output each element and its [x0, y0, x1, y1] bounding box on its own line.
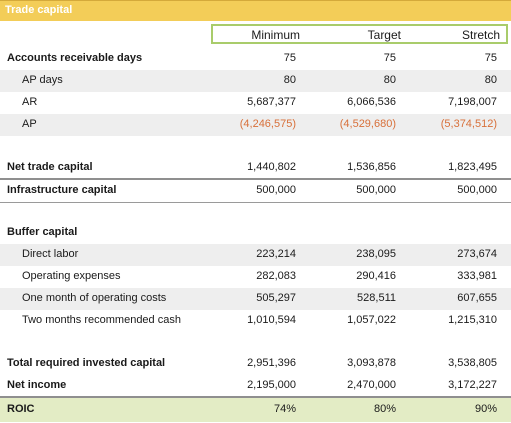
cell-stretch: 3,172,227 [448, 379, 497, 391]
cell-minimum: 1,440,802 [247, 161, 296, 173]
cell-minimum: 5,687,377 [247, 96, 296, 108]
section-divider [0, 396, 511, 398]
cell-stretch: 273,674 [457, 248, 497, 260]
table-row: Buffer capital [0, 222, 511, 244]
table-row: Accounts receivable days 75 75 75 [0, 48, 511, 70]
column-header-row: Minimum Target Stretch [211, 24, 508, 44]
row-label: Buffer capital [7, 226, 78, 238]
row-label: AR [22, 96, 38, 108]
cell-target: 500,000 [356, 184, 396, 196]
table-row-roic: ROIC 74% 80% 90% [0, 398, 511, 422]
row-label: Net income [7, 379, 67, 391]
cell-target: 2,470,000 [347, 379, 396, 391]
table-row: AR 5,687,377 6,066,536 7,198,007 [0, 92, 511, 114]
row-label: Infrastructure capital [7, 184, 117, 196]
table-row: AP (4,246,575) (4,529,680) (5,374,512) [0, 114, 511, 136]
cell-target: 290,416 [356, 270, 396, 282]
column-header-target: Target [367, 28, 401, 42]
table-row: One month of operating costs 505,297 528… [0, 288, 511, 310]
row-label: Total required invested capital [7, 357, 166, 369]
row-label: One month of operating costs [22, 292, 167, 304]
cell-stretch: 3,538,805 [448, 357, 497, 369]
section-divider [0, 202, 511, 203]
row-label: Net trade capital [7, 161, 93, 173]
cell-stretch: 333,981 [457, 270, 497, 282]
cell-stretch: 90% [474, 403, 497, 415]
row-label: Direct labor [22, 248, 79, 260]
cell-stretch: 75 [484, 52, 497, 64]
cell-minimum: 2,951,396 [247, 357, 296, 369]
cell-minimum: 1,010,594 [247, 314, 296, 326]
section-divider [0, 178, 511, 180]
table-row: Direct labor 223,214 238,095 273,674 [0, 244, 511, 266]
row-label: ROIC [7, 403, 35, 415]
cell-minimum: 500,000 [256, 184, 296, 196]
cell-minimum: 505,297 [256, 292, 296, 304]
cell-minimum: 80 [283, 74, 296, 86]
table-row: Operating expenses 282,083 290,416 333,9… [0, 266, 511, 288]
cell-stretch: 80 [484, 74, 497, 86]
cell-stretch: 7,198,007 [448, 96, 497, 108]
table-row: AP days 80 80 80 [0, 70, 511, 92]
row-label: Operating expenses [22, 270, 121, 282]
cell-stretch: 1,823,495 [448, 161, 497, 173]
cell-minimum: (4,246,575) [239, 118, 296, 130]
cell-minimum: 223,214 [256, 248, 296, 260]
cell-minimum: 2,195,000 [247, 379, 296, 391]
table-row: Two months recommended cash 1,010,594 1,… [0, 310, 511, 332]
cell-target: 528,511 [357, 292, 396, 304]
cell-target: 3,093,878 [347, 357, 396, 369]
cell-stretch: 607,655 [457, 292, 497, 304]
cell-stretch: (5,374,512) [440, 118, 497, 130]
section-title: Trade capital [0, 0, 511, 21]
cell-target: 80% [373, 403, 396, 415]
cell-target: 6,066,536 [347, 96, 396, 108]
cell-minimum: 75 [283, 52, 296, 64]
table-row: Infrastructure capital 500,000 500,000 5… [0, 180, 511, 202]
column-header-stretch: Stretch [461, 28, 500, 42]
cell-stretch: 500,000 [457, 184, 497, 196]
cell-target: 1,057,022 [347, 314, 396, 326]
table-row: Total required invested capital 2,951,39… [0, 353, 511, 375]
cell-target: 238,095 [356, 248, 396, 260]
cell-target: 80 [383, 74, 396, 86]
cell-minimum: 74% [273, 403, 296, 415]
table-row: Net income 2,195,000 2,470,000 3,172,227 [0, 375, 511, 397]
cell-target: 75 [383, 52, 396, 64]
column-header-minimum: Minimum [251, 28, 300, 42]
table-row: Net trade capital 1,440,802 1,536,856 1,… [0, 157, 511, 179]
row-label: AP days [22, 74, 63, 86]
row-label: Accounts receivable days [7, 52, 143, 64]
cell-target: 1,536,856 [347, 161, 396, 173]
cell-target: (4,529,680) [339, 118, 396, 130]
cell-stretch: 1,215,310 [448, 314, 497, 326]
cell-minimum: 282,083 [256, 270, 296, 282]
row-label: AP [22, 118, 37, 130]
row-label: Two months recommended cash [22, 314, 181, 326]
